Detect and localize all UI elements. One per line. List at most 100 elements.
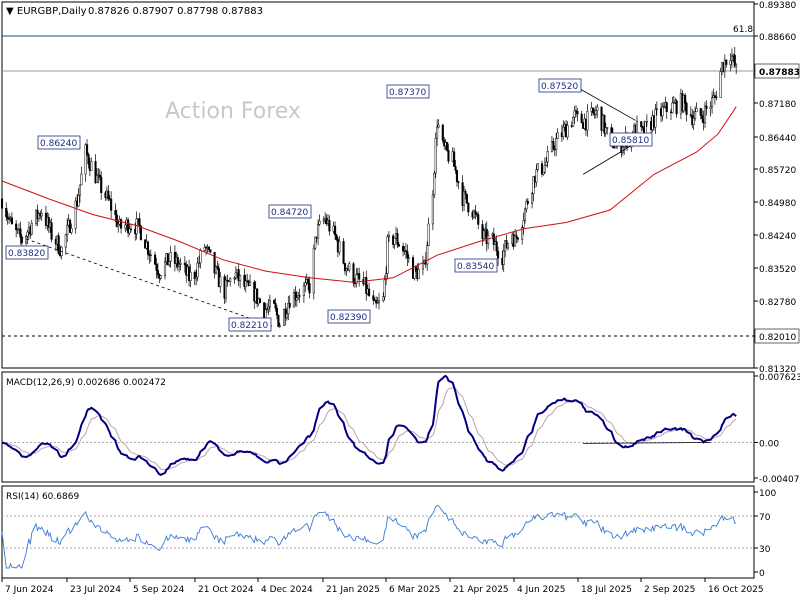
candle-body	[298, 295, 301, 297]
x-axis-tick-label: 7 Jun 2024	[5, 585, 54, 595]
candle-body	[672, 102, 675, 104]
triangle-upper-line	[577, 87, 636, 121]
candle-body	[546, 151, 549, 163]
candle-body	[723, 59, 726, 72]
candle-body	[273, 300, 276, 304]
candle-body	[307, 278, 310, 284]
candle-body	[80, 173, 83, 186]
candle-body	[352, 263, 355, 284]
candle-body	[5, 207, 8, 217]
candle-body	[536, 163, 539, 170]
candle-body	[542, 172, 545, 175]
candle-body	[95, 175, 99, 184]
candle-body	[555, 138, 558, 151]
candle-body	[288, 303, 291, 308]
candle-body	[433, 172, 436, 196]
candle-body	[297, 295, 300, 299]
candle-body	[77, 195, 80, 207]
candle-body	[196, 262, 199, 278]
x-axis-tick-label: 21 Apr 2025	[453, 585, 509, 595]
macd-trendline	[583, 442, 711, 444]
macd-main-line	[1, 374, 737, 477]
candle-body	[308, 283, 311, 294]
price-label-text: 0.82210	[231, 321, 268, 331]
candle-body	[426, 245, 429, 265]
candle-body	[655, 108, 658, 110]
candle-body	[393, 237, 396, 245]
candle-body	[441, 124, 444, 141]
x-axis-tick-label: 21 Jan 2025	[326, 585, 380, 595]
y-axis-tick-label: 0.87883	[759, 68, 800, 78]
candle-body	[8, 218, 11, 220]
candle-body	[139, 225, 142, 241]
candle-body	[434, 137, 437, 174]
candle-body	[124, 224, 127, 229]
candle-body	[127, 219, 130, 234]
candle-body	[543, 165, 546, 173]
candle-body	[735, 64, 738, 67]
y-axis-tick-label: 0.83520	[759, 265, 796, 275]
candle-body	[545, 161, 548, 166]
candle-body	[312, 247, 315, 294]
candle-body	[733, 54, 736, 67]
candle-body	[711, 97, 714, 108]
candle-body	[107, 190, 110, 199]
price-label: 0.83820	[5, 245, 49, 260]
candle-body	[594, 110, 597, 115]
y-axis-tick-label: 0.86440	[759, 134, 796, 144]
candle-body	[84, 144, 87, 175]
candle-body	[248, 281, 252, 286]
candle-body	[277, 314, 280, 327]
candle-body	[699, 108, 702, 116]
moving-average-line	[1, 106, 737, 283]
candle-body	[275, 308, 279, 316]
candle-body	[463, 191, 466, 206]
candle-body	[713, 95, 716, 98]
candle-body	[70, 228, 73, 233]
candle-body	[709, 106, 712, 109]
candle-body	[377, 300, 381, 303]
candle-body	[474, 210, 477, 214]
candle-body	[472, 210, 476, 218]
candle-body	[179, 262, 182, 265]
candle-body	[692, 118, 695, 125]
candle-body	[268, 300, 271, 308]
candle-body	[128, 228, 131, 234]
candle-body	[110, 198, 113, 211]
x-axis-tick-label: 23 Jul 2024	[70, 585, 121, 595]
candle-body	[404, 250, 407, 252]
candle-body	[526, 200, 529, 204]
candle-body	[216, 266, 219, 269]
x-axis-tick-label: 18 Jul 2025	[581, 585, 632, 595]
candle-body	[274, 303, 277, 309]
candle-body	[566, 125, 569, 138]
candle-body	[207, 246, 210, 250]
price-label-text: 0.85810	[612, 136, 649, 146]
price-label-box	[228, 317, 272, 332]
candle-body	[427, 223, 430, 246]
candle-body	[523, 208, 527, 221]
candle-body	[506, 243, 510, 249]
candle-body	[387, 235, 390, 238]
candle-body	[168, 261, 171, 266]
candle-body	[375, 300, 378, 304]
rsi-y-tick-label: 30	[759, 545, 771, 555]
candle-body	[457, 181, 460, 183]
candle-body	[447, 150, 450, 162]
candle-body	[654, 109, 657, 128]
candle-body	[591, 107, 595, 114]
candle-body	[146, 241, 150, 255]
candle-body	[287, 303, 290, 314]
candle-body	[445, 142, 449, 151]
candle-body	[556, 132, 559, 139]
candles	[0, 46, 738, 329]
candle-body	[535, 169, 538, 183]
candle-body	[169, 251, 172, 262]
candle-body	[562, 126, 565, 137]
price-label: 0.84720	[268, 204, 312, 219]
candle-body	[195, 276, 198, 280]
candle-body	[586, 111, 589, 131]
candle-body	[684, 95, 687, 104]
downtrend-line	[20, 236, 275, 328]
candle-body	[552, 141, 555, 149]
